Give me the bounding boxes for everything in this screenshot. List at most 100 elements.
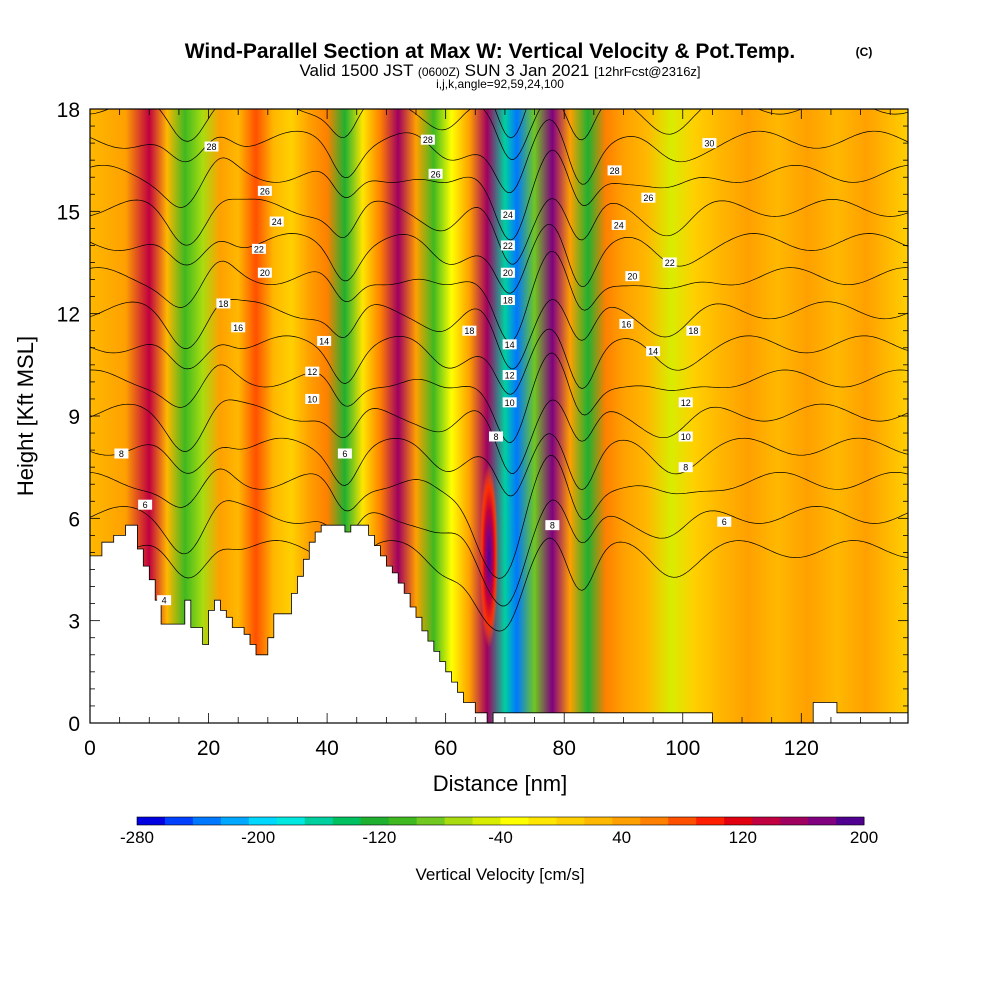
colorbar-swatch (416, 817, 446, 825)
theta-contour-4 (90, 537, 908, 632)
colorbar-swatch (164, 817, 194, 825)
contour-label-box (625, 271, 640, 282)
contour-label: 20 (503, 268, 513, 278)
contour-label-box (489, 431, 504, 442)
contour-label-box (305, 366, 320, 377)
contour-label: 24 (614, 220, 624, 230)
contour-label: 12 (505, 371, 515, 381)
colorbar-ticks: -280 -200 -120 -40 40 120 200 (120, 828, 878, 847)
colorbar-swatch (192, 817, 222, 825)
chart-title-mark: (C) (856, 45, 873, 59)
contour-label: 8 (494, 432, 499, 442)
theta-contour-10 (90, 433, 908, 497)
contour-label-box (500, 267, 515, 278)
colorbar-swatch (220, 817, 250, 825)
contour-label-box (114, 448, 129, 459)
contour-label-box (502, 397, 517, 408)
contour-label-box (702, 138, 717, 149)
y-tick-label: 6 (68, 508, 80, 531)
contour-label-box (646, 346, 661, 357)
contour-label-box (231, 322, 246, 333)
theta-contour-20 (90, 250, 908, 342)
contour-label: 10 (307, 394, 317, 404)
y-tick-label: 12 (57, 304, 80, 327)
contour-label-box (611, 219, 626, 230)
contour-label: 18 (688, 326, 698, 336)
contour-label-box (607, 165, 622, 176)
updraft-core (479, 463, 498, 648)
contour-label-box (500, 295, 515, 306)
chart-title: Wind-Parallel Section at Max W: Vertical… (185, 40, 796, 63)
subtitle-utc: (0600Z) (418, 65, 460, 79)
contour-label-box (317, 335, 332, 346)
y-tick-label: 18 (57, 99, 80, 122)
colorbar-swatch (388, 817, 418, 825)
theta-contour-28 (90, 119, 908, 193)
colorbar-swatch (668, 817, 697, 825)
contour-label: 20 (260, 268, 270, 278)
y-tick-label: 9 (68, 406, 80, 429)
colorbar-tick-label: 120 (729, 828, 757, 847)
contour-label-box (257, 185, 272, 196)
contour-label-box (619, 318, 634, 329)
y-axis-ticks: 0 3 6 9 12 15 18 (57, 99, 908, 736)
colorbar-swatch (444, 817, 474, 825)
x-tick-label: 60 (434, 737, 457, 760)
colorbar-swatch (304, 817, 334, 825)
colorbar-swatch (808, 817, 837, 825)
contour-label: 8 (683, 463, 688, 473)
contour-label: 12 (307, 367, 317, 377)
contour-label-box (545, 520, 560, 531)
theta-contour-32 (494, 109, 527, 139)
contour-label: 22 (503, 241, 513, 251)
contour-label: 26 (431, 169, 441, 179)
colorbar-swatch (836, 817, 865, 825)
contour-label-box (678, 462, 693, 473)
contour-label-box (428, 168, 443, 179)
x-axis-ticks: 0 20 40 60 80 100 120 (84, 109, 891, 760)
contour-label: 14 (648, 347, 658, 357)
y-tick-label: 0 (68, 713, 80, 736)
contour-label: 4 (162, 596, 167, 606)
colorbar-swatch (780, 817, 809, 825)
contour-label: 6 (143, 500, 148, 510)
contour-label: 24 (503, 210, 513, 220)
colorbar-swatch (248, 817, 278, 825)
subtitle-valid: Valid 1500 JST (299, 61, 417, 80)
x-axis-label: Distance [nm] (433, 771, 568, 796)
contour-label: 26 (260, 186, 270, 196)
contour-label: 28 (423, 135, 433, 145)
colorbar-tick-label: -280 (120, 828, 154, 847)
colorbar-tick-label: -40 (488, 828, 513, 847)
contour-label-box (305, 393, 320, 404)
colorbar-swatch (276, 817, 306, 825)
contour-label: 6 (342, 449, 347, 459)
contour-labels: 28 26 24 22 20 18 16 14 12 10 8 6 6 4 28 26 18 24 22 20 18 14… (114, 134, 732, 606)
chart-subtitle: Valid 1500 JST (0600Z) SUN 3 Jan 2021 [1… (299, 61, 700, 80)
contour-label: 14 (319, 336, 329, 346)
contour-label: 18 (464, 326, 474, 336)
terrain (90, 524, 908, 723)
contour-label: 6 (722, 517, 727, 527)
contour-label-box (641, 192, 656, 203)
colorbar-swatch (640, 817, 669, 825)
contour-label-box (204, 141, 219, 152)
contour-label-box (500, 240, 515, 251)
colorbar-swatch (696, 817, 725, 825)
theta-contours (90, 109, 908, 632)
contour-label: 18 (218, 299, 228, 309)
contour-label-box (157, 595, 172, 606)
theta-contour-26 (90, 149, 908, 241)
colorbar-label: Vertical Velocity [cm/s] (415, 865, 584, 884)
theta-contour-6 (90, 499, 908, 607)
contour-label: 10 (505, 398, 515, 408)
contour-label: 18 (503, 296, 513, 306)
colorbar-swatch (528, 817, 557, 825)
colorbar-swatch (584, 817, 613, 825)
contour-label: 8 (550, 521, 555, 531)
contour-label-box (337, 448, 352, 459)
colorbar-swatch (360, 817, 390, 825)
colorbar-tick-label: -200 (241, 828, 275, 847)
theta-contour-14 (90, 352, 908, 443)
contour-label: 10 (681, 432, 691, 442)
